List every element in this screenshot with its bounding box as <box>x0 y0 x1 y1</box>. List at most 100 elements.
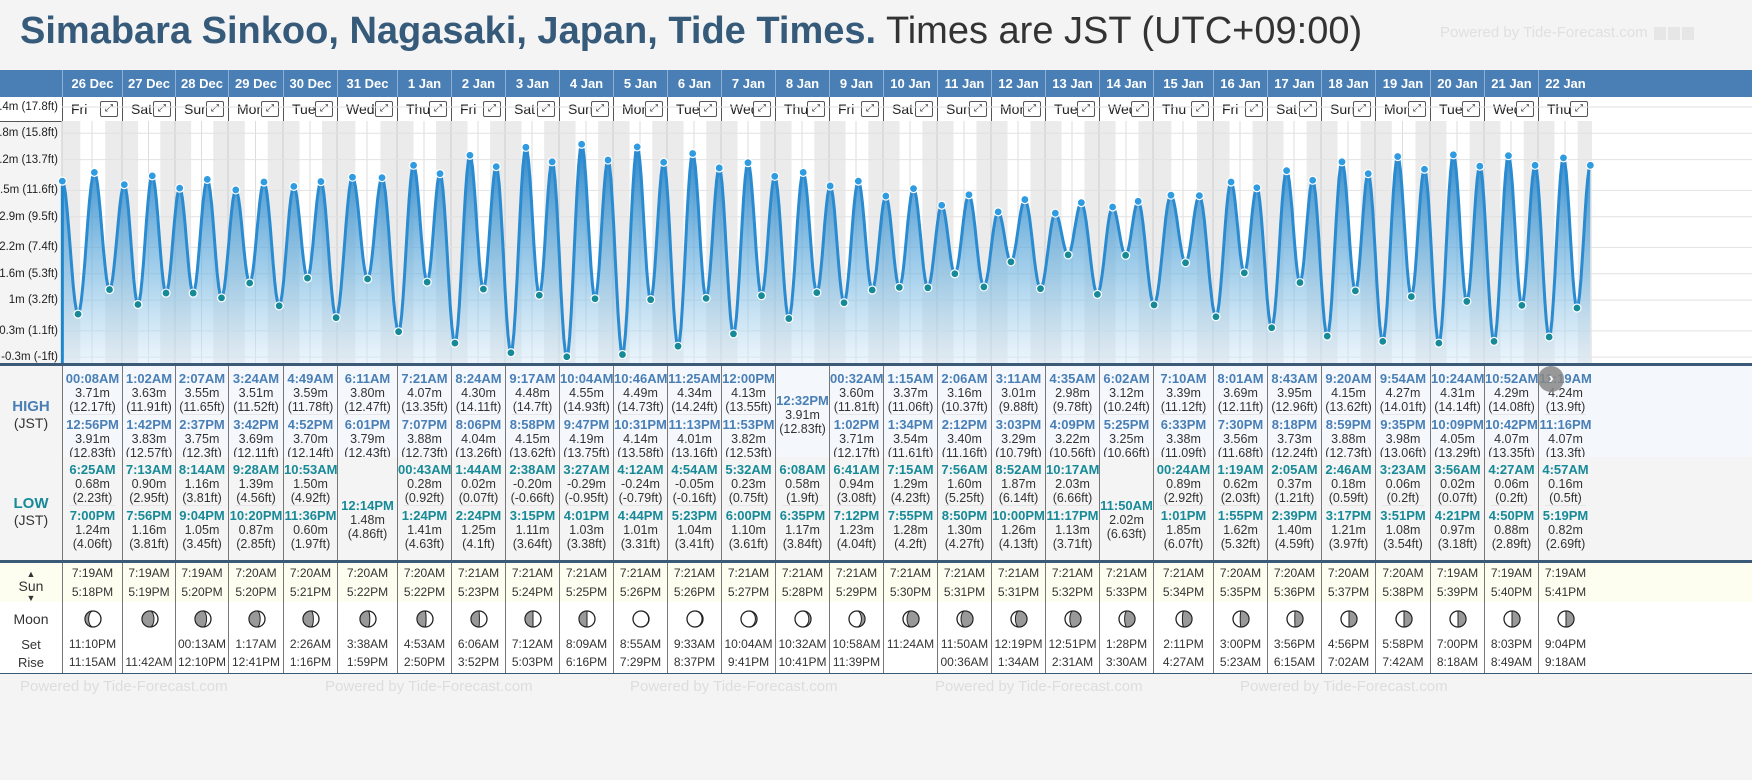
low-tide-entry: 1:24PM 1.41m (4.63ft) <box>398 509 451 552</box>
low-tide-cell: 6:41AM 0.94m (3.08ft) 7:12PM 1.23m (4.04ft) <box>829 457 883 560</box>
high-tide-entry: 12:00PM 4.13m (13.55ft) <box>722 372 775 415</box>
low-tide-time: 10:53AM <box>284 462 337 477</box>
moonrise-time: 12:10PM <box>177 655 227 669</box>
high-tide-time: 4:09PM <box>1049 417 1096 432</box>
entry-divider <box>1491 414 1532 415</box>
high-tide-entry: 3:11AM 3.01m (9.88ft) <box>992 372 1045 415</box>
high-tide-point <box>1475 161 1485 171</box>
expand-icon[interactable]: ⤢ <box>537 101 555 117</box>
expand-icon[interactable]: ⤢ <box>153 101 171 117</box>
low-tide-meters: 0.37m <box>1277 477 1312 491</box>
high-tide-entry: 10:52AM 4.29m (14.08ft) <box>1485 372 1538 415</box>
sunrise-time: 7:21AM <box>889 566 932 580</box>
high-tide-cell: 8:01AM 3.69m (12.11ft) 7:30PM 3.56m (11.68ft) <box>1213 366 1267 457</box>
expand-icon[interactable]: ⤢ <box>1023 101 1041 117</box>
high-tide-entry: 2:07AM 3.55m (11.65ft) <box>176 372 228 415</box>
high-tide-cell: 10:24AM 4.31m (14.14ft) 10:09PM 4.05m (13.29f… <box>1430 366 1484 457</box>
low-tide-entry: 8:50PM 1.30m (4.27ft) <box>938 509 991 552</box>
location-title: Simabara Sinkoo, Nagasaki, Japan, Tide T… <box>20 10 877 52</box>
expand-icon[interactable]: ⤢ <box>915 101 933 117</box>
entry-divider <box>674 505 715 506</box>
low-tide-entry: 9:28AM 1.39m (4.56ft) <box>229 463 283 506</box>
expand-icon[interactable]: ⤢ <box>483 101 501 117</box>
entry-divider <box>566 414 607 415</box>
expand-icon[interactable]: ⤢ <box>699 101 717 117</box>
expand-icon[interactable]: ⤢ <box>1408 101 1426 117</box>
sunset-time: 5:26PM <box>619 585 662 599</box>
weekday-label: Thu <box>406 101 431 117</box>
moon-cell: 6:06AM 3:52PM <box>451 603 505 673</box>
expand-icon[interactable]: ⤢ <box>645 101 663 117</box>
low-tide-cell: 1:44AM 0.02m (0.07ft) 2:24PM 1.25m (4.1ft) <box>451 457 505 560</box>
expand-icon[interactable]: ⤢ <box>1516 101 1534 117</box>
expand-icon[interactable]: ⤢ <box>100 101 118 117</box>
moon-cell: 3:38AM 1:59PM <box>337 603 397 673</box>
high-tide-entry: 8:06PM 4.04m (13.26ft) <box>452 418 505 458</box>
low-tide-entry: 7:00PM 1.24m (4.06ft) <box>63 509 122 552</box>
moon-phase-icon <box>1286 610 1304 628</box>
low-tide-point <box>756 291 767 301</box>
low-tide-entry: 5:23PM 1.04m (3.41ft) <box>668 509 721 552</box>
expand-icon[interactable]: ⤢ <box>861 101 879 117</box>
powered-by-banner: Powered by Tide-Forecast.com <box>1440 24 1694 41</box>
low-tide-time: 4:27AM <box>1488 462 1535 477</box>
low-tide-time: 11:36PM <box>284 508 337 523</box>
high-tide-point <box>259 177 269 187</box>
entry-divider <box>235 414 277 415</box>
expand-icon[interactable]: ⤢ <box>1245 101 1263 117</box>
low-tide-cell: 2:46AM 0.18m (0.59ft) 3:17PM 1.21m (3.97ft) <box>1321 457 1375 560</box>
sun-row-label: ▲ Sun ▼ <box>0 568 62 604</box>
moon-cell: 8:55AM 7:29PM <box>613 603 667 673</box>
weekday-header: Fri ⤢ <box>1213 97 1267 121</box>
low-tide-meters: 1.01m <box>623 523 658 537</box>
expand-icon[interactable]: ⤢ <box>591 101 609 117</box>
expand-icon[interactable]: ⤢ <box>261 101 279 117</box>
low-tide-entry: 1:44AM 0.02m (0.07ft) <box>452 463 505 506</box>
expand-icon[interactable]: ⤢ <box>375 101 393 117</box>
high-tide-cell: 12:00PM 4.13m (13.55ft) 11:53PM 3.82m (12.53f… <box>721 366 775 457</box>
low-tide-meters: 1.03m <box>569 523 604 537</box>
moon-cell: 9:33AM 8:37PM <box>667 603 721 673</box>
high-tide-entry: 8:59PM 3.88m (12.73ft) <box>1322 418 1375 458</box>
expand-icon[interactable]: ⤢ <box>1077 101 1095 117</box>
expand-icon[interactable]: ⤢ <box>753 101 771 117</box>
expand-icon[interactable]: ⤢ <box>1299 101 1317 117</box>
expand-icon[interactable]: ⤢ <box>807 101 825 117</box>
low-tide-time: 4:50PM <box>1488 508 1535 523</box>
expand-icon[interactable]: ⤢ <box>1570 101 1588 117</box>
expand-icon[interactable]: ⤢ <box>1462 101 1480 117</box>
next-button[interactable]: › <box>1538 366 1564 392</box>
moonset-time: 8:03PM <box>1490 637 1533 651</box>
expand-icon[interactable]: ⤢ <box>206 101 224 117</box>
low-tide-time: 4:44PM <box>617 508 664 523</box>
high-tide-point <box>1166 190 1176 200</box>
expand-icon[interactable]: ⤢ <box>429 101 447 117</box>
sun-cell: 7:20AM 5:22PM <box>397 563 451 603</box>
low-tide-time: 1:19AM <box>1217 462 1264 477</box>
high-tide-feet: (11.12ft) <box>1160 400 1207 414</box>
low-tide-time: 6:25AM <box>69 462 116 477</box>
low-tide-entry: 4:21PM 0.97m (3.18ft) <box>1431 509 1484 552</box>
entry-divider <box>1220 505 1261 506</box>
expand-icon[interactable]: ⤢ <box>969 101 987 117</box>
weekday-label: Mon <box>1384 101 1412 117</box>
expand-icon[interactable]: ⤢ <box>315 101 333 117</box>
moonset-time: 3:00PM <box>1219 637 1262 651</box>
sunset-time: 5:26PM <box>673 585 716 599</box>
low-tide-point <box>1462 296 1472 307</box>
low-tide-time: 12:14PM <box>341 498 394 513</box>
high-tide-cell: 6:11AM 3.80m (12.47ft) 6:01PM 3.79m (12.43ft) <box>337 366 397 457</box>
entry-divider <box>1437 505 1478 506</box>
expand-icon[interactable]: ⤢ <box>1131 101 1149 117</box>
expand-icon[interactable]: ⤢ <box>1353 101 1371 117</box>
date-header: 7 Jan <box>721 70 775 97</box>
low-tide-cell: 12:14PM 1.48m (4.86ft) <box>337 457 397 560</box>
expand-icon[interactable]: ⤢ <box>1191 101 1209 117</box>
high-tide-feet: (13.29ft) <box>1434 446 1481 457</box>
footer-powered-by: Powered by Tide-Forecast.com <box>935 678 1143 695</box>
low-tide-feet: (4.63ft) <box>404 537 445 551</box>
high-tide-feet: (12.11ft) <box>233 446 279 457</box>
high-tide-time: 3:42PM <box>233 417 279 432</box>
low-tide-meters: 1.23m <box>839 523 874 537</box>
low-tide-feet: (3.18ft) <box>1437 537 1478 551</box>
